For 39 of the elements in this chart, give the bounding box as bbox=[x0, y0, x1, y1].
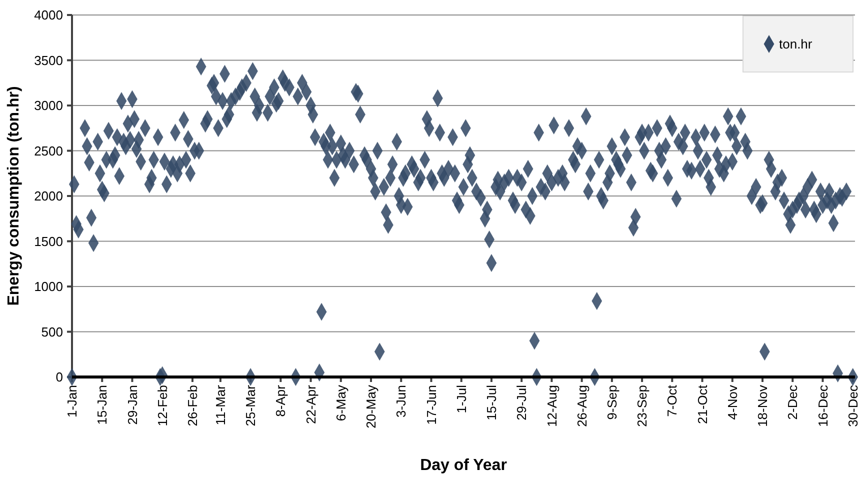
y-tick-label: 3000 bbox=[34, 98, 63, 114]
y-axis-title: Energy consumption (ton.hr) bbox=[6, 86, 23, 306]
x-tick-label: 1-Jul bbox=[454, 384, 469, 414]
x-tick-label: 16-Dec bbox=[815, 384, 830, 427]
y-tick-label: 0 bbox=[56, 370, 63, 385]
x-tick-label: 6-May bbox=[333, 384, 348, 422]
y-tick-label: 2500 bbox=[34, 143, 63, 158]
x-tick-label: 15-Jan bbox=[94, 385, 110, 425]
x-axis-title: Day of Year bbox=[420, 457, 507, 474]
y-tick-label: 4000 bbox=[34, 8, 63, 23]
x-tick-label: 20-May bbox=[364, 384, 379, 428]
x-tick-label: 26-Feb bbox=[185, 385, 200, 426]
x-tick-label: 8-Apr bbox=[273, 384, 288, 417]
x-tick-label: 26-Aug bbox=[574, 385, 590, 427]
x-tick-label: 30-Dec bbox=[845, 384, 860, 427]
y-tick-label: 500 bbox=[41, 324, 63, 340]
x-tick-label: 21-Oct bbox=[694, 384, 710, 424]
x-tick-label: 12-Aug bbox=[544, 385, 560, 427]
x-tick-label: 25-Mar bbox=[243, 384, 258, 426]
x-tick-label: 15-Jul bbox=[484, 384, 500, 420]
x-tick-label: 23-Sep bbox=[634, 385, 650, 427]
x-tick-label: 17-Jun bbox=[424, 385, 439, 425]
x-tick-label: 1-Jan bbox=[64, 385, 80, 418]
x-tick-label: 29-Jan bbox=[124, 385, 140, 425]
y-tick-label: 1500 bbox=[34, 234, 63, 249]
x-tick-label: 29-Jul bbox=[514, 384, 530, 420]
x-tick-label: 22-Apr bbox=[303, 384, 318, 424]
x-tick-label: 12-Feb bbox=[154, 385, 170, 426]
x-tick-label: 7-Oct bbox=[664, 384, 680, 417]
legend-label: ton.hr bbox=[779, 36, 813, 52]
y-tick-label: 1000 bbox=[34, 279, 63, 294]
y-tick-label: 3500 bbox=[34, 52, 63, 68]
x-tick-label: 3-Jun bbox=[394, 385, 409, 418]
x-tick-label: 9-Sep bbox=[604, 385, 620, 420]
x-tick-label: 4-Nov bbox=[724, 384, 740, 420]
x-tick-label: 2-Dec bbox=[785, 384, 800, 420]
x-tick-label: 18-Nov bbox=[755, 384, 770, 427]
y-tick-label: 2000 bbox=[34, 188, 63, 204]
x-tick-label: 11-Mar bbox=[212, 384, 228, 426]
